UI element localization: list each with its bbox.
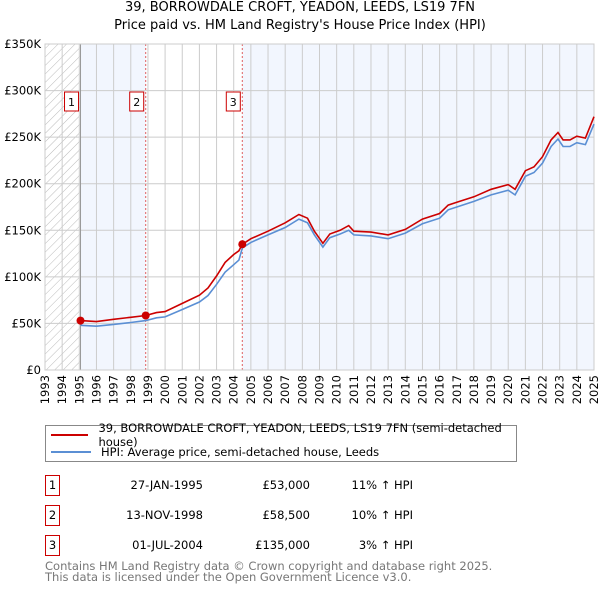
x-tick-label: 2016: [433, 375, 447, 404]
x-tick-label: 2025: [587, 375, 600, 404]
sale-point-3: [238, 240, 247, 249]
footer-copyright: Contains HM Land Registry data © Crown c…: [45, 559, 493, 573]
sale-marker-box-2: [129, 91, 145, 112]
sale-price: £58,500: [262, 508, 310, 522]
sale-price: £135,000: [255, 538, 310, 552]
x-tick-label: 2013: [381, 375, 395, 404]
y-tick-label: £50K: [12, 316, 42, 330]
x-tick-label: 2004: [227, 375, 241, 404]
sale-marker-text-1: 1: [68, 96, 75, 109]
y-tick-label: £0: [26, 363, 41, 377]
x-tick-label: 2023: [553, 375, 567, 404]
sale-date: 13-NOV-1998: [126, 508, 203, 522]
x-tick-label: 1998: [124, 375, 138, 404]
sale-row-2: 2 13-NOV-1998 £58,500 10% ↑ HPI: [45, 505, 445, 526]
y-tick-label: £350K: [4, 37, 41, 51]
x-tick-label: 2008: [295, 375, 309, 404]
y-tick-label: £150K: [4, 223, 41, 237]
sale-marker-label: 2: [45, 505, 60, 526]
sale-marker-text-2: 2: [133, 96, 140, 109]
sale-hpi-diff: 3% ↑ HPI: [358, 538, 413, 552]
legend-swatch-hpi: [51, 451, 91, 453]
legend-item-property: 39, BORROWDALE CROFT, YEADON, LEEDS, LS1…: [51, 421, 516, 449]
price-chart: 1993 1994 1995 1996 1997 1998 1999 2000 2001 2002…: [4, 37, 600, 404]
x-tick-label: 2002: [192, 375, 206, 404]
x-tick-label: 2001: [175, 375, 189, 404]
sale-point-1: [76, 316, 85, 325]
sale-marker-box-3: [225, 91, 241, 112]
y-tick-label: £300K: [4, 84, 41, 98]
x-tick-label: 1995: [72, 375, 86, 404]
sale-marker-box-1: [64, 91, 80, 112]
sale-hpi-diff: 11% ↑ HPI: [351, 478, 413, 492]
x-tick-label: 2010: [330, 375, 344, 404]
x-tick-label: 2022: [536, 375, 550, 404]
y-tick-label: £100K: [4, 270, 41, 284]
x-tick-label: 2014: [398, 375, 412, 404]
sale-marker-label: 3: [45, 535, 60, 556]
y-tick-label: £250K: [4, 130, 41, 144]
x-tick-label: 1994: [55, 375, 69, 404]
x-tick-label: 1999: [141, 375, 155, 404]
sale-marker-text-3: 3: [230, 96, 237, 109]
x-tick-label: 2009: [313, 375, 327, 404]
x-tick-label: 2007: [278, 375, 292, 404]
x-tick-label: 2018: [467, 375, 481, 404]
hpi-line: [80, 123, 595, 328]
plot-border: [44, 43, 595, 371]
x-tick-label: 2015: [415, 375, 429, 404]
sale-row-3: 3 01-JUL-2004 £135,000 3% ↑ HPI: [45, 535, 445, 556]
footer-licence: This data is licensed under the Open Gov…: [45, 570, 412, 584]
x-tick-label: 2020: [501, 375, 515, 404]
y-tick-label: £200K: [4, 177, 41, 191]
x-tick-label: 2012: [364, 375, 378, 404]
x-tick-label: 1997: [107, 375, 121, 404]
sale-marker-label: 1: [45, 475, 60, 496]
legend: 39, BORROWDALE CROFT, YEADON, LEEDS, LS1…: [45, 421, 517, 462]
chart-title: 39, BORROWDALE CROFT, YEADON, LEEDS, LS1…: [124, 0, 476, 15]
sale-row-1: 1 27-JAN-1995 £53,000 11% ↑ HPI: [45, 475, 445, 496]
legend-label-property: 39, BORROWDALE CROFT, YEADON, LEEDS, LS1…: [98, 421, 502, 449]
x-tick-label: 2024: [570, 375, 584, 404]
x-tick-label: 2011: [347, 375, 361, 404]
x-tick-label: 1996: [89, 375, 103, 404]
chart-subtitle: Price paid vs. HM Land Registry's House …: [114, 18, 486, 33]
x-tick-label: 2003: [210, 375, 224, 404]
legend-swatch-property: [51, 434, 89, 436]
legend-label-hpi: HPI: Average price, semi-detached house,…: [101, 445, 380, 459]
x-tick-label: 2005: [244, 375, 258, 404]
x-tick-label: 1993: [38, 375, 52, 404]
x-tick-label: 2006: [261, 375, 275, 404]
sale-price: £53,000: [262, 478, 310, 492]
x-tick-label: 2000: [158, 375, 172, 404]
property-price-line: [80, 116, 595, 323]
sale-date: 27-JAN-1995: [130, 478, 204, 492]
x-tick-label: 2021: [518, 375, 532, 404]
sale-point-2: [141, 311, 150, 320]
shaded-period-3: [242, 44, 594, 370]
sale-hpi-diff: 10% ↑ HPI: [351, 508, 413, 522]
x-tick-label: 2019: [484, 375, 498, 404]
x-tick-label: 2017: [450, 375, 464, 404]
legend-item-hpi: HPI: Average price, semi-detached house,…: [51, 444, 379, 460]
sale-date: 01-JUL-2004: [132, 538, 203, 552]
